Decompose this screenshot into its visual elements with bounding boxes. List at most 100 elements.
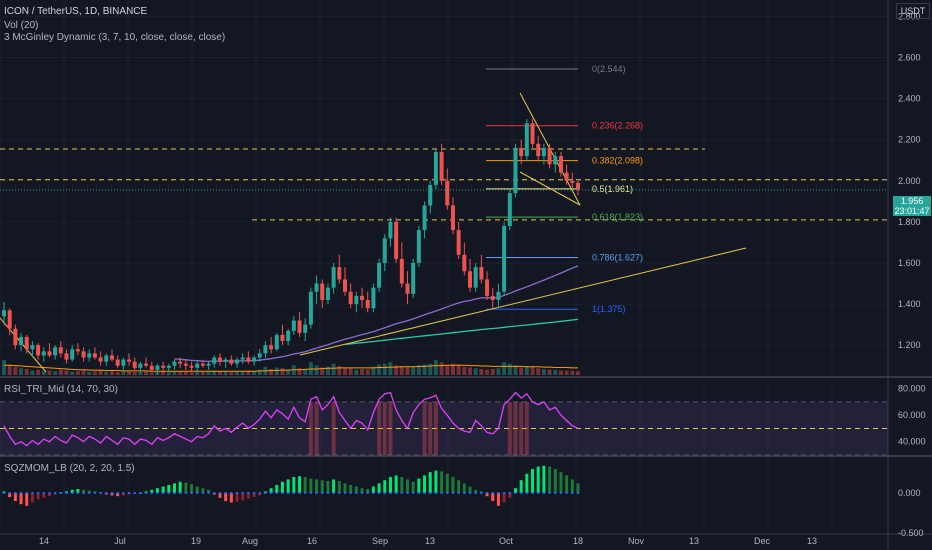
- volume-bar: [229, 372, 234, 375]
- sqz-dot: [145, 492, 148, 494]
- volume-bar: [240, 371, 245, 375]
- sqz-dot: [184, 492, 187, 494]
- price-tick-label: 1.200: [898, 340, 921, 350]
- volume-bar: [496, 368, 501, 375]
- candle-body: [479, 267, 484, 280]
- volume-bar: [286, 369, 291, 375]
- sqz-dot: [20, 492, 23, 494]
- volume-bar: [235, 371, 240, 375]
- volume-bar: [348, 368, 353, 375]
- candle-body: [30, 345, 35, 350]
- price-tick-label: 2.200: [898, 135, 921, 145]
- volume-bar: [564, 370, 569, 375]
- candle-body: [286, 330, 291, 342]
- fib-level-label: 0.5(1.961): [592, 184, 633, 194]
- sqz-dot: [25, 492, 28, 494]
- fib-level-label: 1(1.375): [592, 304, 626, 314]
- sqz-dot: [389, 492, 392, 494]
- sqz-dot: [571, 492, 574, 494]
- candle-body: [240, 357, 245, 360]
- volume-bar: [121, 371, 126, 375]
- volume-bar: [47, 370, 52, 375]
- volume-bar: [189, 372, 194, 375]
- candle-body: [98, 357, 103, 362]
- sqz-bar: [218, 493, 222, 498]
- sqz-dot: [469, 492, 472, 494]
- sqz-bar: [155, 488, 159, 493]
- volume-bar: [394, 365, 399, 375]
- sqz-bar: [423, 475, 427, 493]
- candle-body: [428, 184, 433, 206]
- sqzmom-legend[interactable]: SQZMOM_LB (20, 2, 20, 1.5): [4, 463, 135, 474]
- volume-bar: [2, 360, 6, 375]
- candle-body: [161, 365, 166, 368]
- time-tick-label: Oct: [499, 536, 514, 546]
- price-tick-label: 1.600: [898, 258, 921, 268]
- rsi-legend[interactable]: RSI_TRI_Mid (14, 70, 30): [4, 384, 118, 395]
- sqz-bar: [258, 493, 262, 496]
- candle-body: [456, 230, 461, 255]
- volume-bar: [200, 372, 205, 375]
- sqz-bar: [70, 489, 74, 493]
- sqz-dot: [207, 492, 210, 494]
- volume-bar: [411, 366, 416, 375]
- sqz-bar: [298, 476, 302, 493]
- volume-legend[interactable]: Vol (20): [4, 20, 39, 31]
- sqz-bar: [542, 465, 546, 493]
- sqz-dot: [281, 492, 284, 494]
- sqz-dot: [270, 492, 273, 494]
- sqz-dot: [201, 492, 204, 494]
- sqz-dot: [133, 492, 136, 494]
- currency-button[interactable]: USDT: [896, 3, 930, 19]
- symbol-title[interactable]: ICON / TetherUS, 1D, BINANCE: [4, 6, 148, 17]
- sqz-dot: [474, 492, 477, 494]
- candle-body: [235, 359, 240, 364]
- candle-body: [132, 361, 137, 368]
- sqz-bar: [377, 483, 381, 493]
- time-tick-label: Jul: [114, 536, 126, 546]
- candle-body: [200, 363, 205, 366]
- volume-bar: [92, 371, 97, 375]
- sqz-bar: [553, 469, 557, 493]
- candle-body: [547, 147, 552, 165]
- volume-bar: [166, 372, 171, 375]
- volume-bar: [541, 369, 546, 375]
- price-tick-label: 2.000: [898, 176, 921, 186]
- time-tick-label: Sep: [372, 536, 388, 546]
- sqz-bar: [195, 486, 199, 493]
- candle-body: [439, 152, 444, 181]
- volume-bar: [450, 363, 455, 375]
- candle-body: [127, 359, 132, 362]
- sqz-dot: [503, 492, 506, 494]
- rsi-line: [3, 391, 579, 447]
- candle-body: [2, 310, 6, 317]
- sqz-bar: [19, 493, 23, 505]
- volume-bar: [553, 369, 558, 375]
- sqz-bar: [383, 480, 387, 493]
- volume-bar: [58, 369, 63, 375]
- sqz-dot: [451, 492, 454, 494]
- time-tick-label: 18: [573, 536, 583, 546]
- volume-bar: [81, 370, 86, 375]
- sqz-dot: [190, 492, 193, 494]
- candle-body: [473, 267, 478, 288]
- sqz-dot: [241, 492, 244, 494]
- sqz-bar: [42, 493, 46, 498]
- sqz-bar: [400, 477, 404, 493]
- mcginley-legend[interactable]: 3 McGinley Dynamic (3, 7, 10, close, clo…: [4, 32, 226, 43]
- rsi-overbought-bar: [331, 401, 336, 455]
- sqz-dot: [565, 492, 568, 494]
- price-tick-label: 2.400: [898, 94, 921, 104]
- sqz-dot: [343, 492, 346, 494]
- volume-bar: [377, 364, 382, 375]
- sqz-bar: [150, 489, 154, 493]
- sqz-bar: [388, 477, 392, 493]
- volume-bar: [13, 366, 18, 375]
- candle-body: [354, 295, 359, 305]
- candle-body: [570, 180, 575, 183]
- sqz-bar: [417, 478, 421, 493]
- sqz-dot: [463, 492, 466, 494]
- sqz-bar: [241, 493, 245, 501]
